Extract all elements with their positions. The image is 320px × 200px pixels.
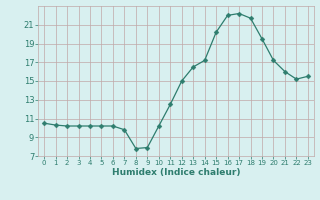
X-axis label: Humidex (Indice chaleur): Humidex (Indice chaleur) [112,168,240,177]
